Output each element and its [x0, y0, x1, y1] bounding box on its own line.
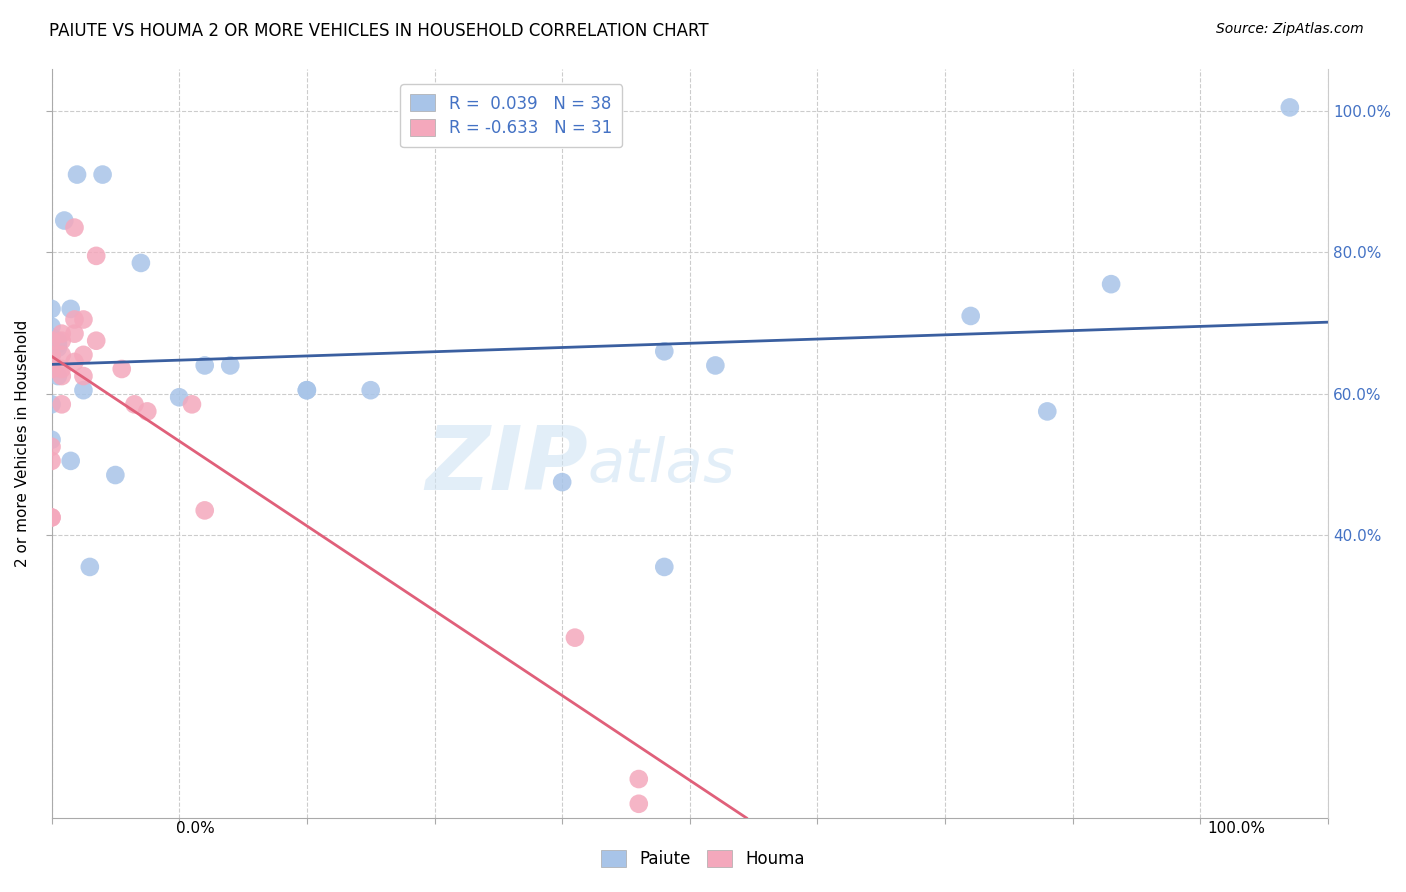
Legend: R =  0.039   N = 38, R = -0.633   N = 31: R = 0.039 N = 38, R = -0.633 N = 31 — [401, 85, 621, 147]
Point — [63, 326, 86, 341]
Point — [652, 560, 675, 574]
Point — [704, 359, 727, 373]
Point — [46, 369, 69, 384]
Point — [129, 256, 152, 270]
Point — [959, 309, 981, 323]
Point — [84, 334, 107, 348]
Point — [41, 341, 63, 355]
Point — [72, 383, 94, 397]
Point — [652, 344, 675, 359]
Point — [219, 359, 242, 373]
Text: atlas: atlas — [588, 436, 735, 495]
Point — [104, 468, 127, 483]
Point — [41, 362, 63, 376]
Point — [1278, 100, 1301, 114]
Y-axis label: 2 or more Vehicles in Household: 2 or more Vehicles in Household — [15, 319, 30, 566]
Point — [41, 355, 63, 369]
Point — [79, 560, 101, 574]
Point — [59, 301, 82, 316]
Point — [1099, 277, 1122, 292]
Text: 0.0%: 0.0% — [176, 821, 215, 836]
Point — [41, 348, 63, 362]
Point — [41, 440, 63, 454]
Point — [41, 334, 63, 348]
Point — [51, 348, 73, 362]
Point — [53, 213, 76, 227]
Point — [66, 168, 89, 182]
Point — [41, 348, 63, 362]
Point — [72, 348, 94, 362]
Point — [59, 454, 82, 468]
Point — [63, 312, 86, 326]
Point — [136, 404, 159, 418]
Point — [51, 334, 73, 348]
Point — [51, 397, 73, 411]
Point — [41, 397, 63, 411]
Text: Source: ZipAtlas.com: Source: ZipAtlas.com — [1216, 22, 1364, 37]
Point — [167, 390, 190, 404]
Point — [360, 383, 382, 397]
Text: PAIUTE VS HOUMA 2 OR MORE VEHICLES IN HOUSEHOLD CORRELATION CHART: PAIUTE VS HOUMA 2 OR MORE VEHICLES IN HO… — [49, 22, 709, 40]
Point — [46, 334, 69, 348]
Point — [51, 369, 73, 384]
Point — [41, 334, 63, 348]
Point — [564, 631, 586, 645]
Text: ZIP: ZIP — [425, 422, 588, 509]
Point — [295, 383, 318, 397]
Point — [91, 168, 114, 182]
Point — [41, 355, 63, 369]
Point — [72, 369, 94, 384]
Point — [295, 383, 318, 397]
Text: 100.0%: 100.0% — [1208, 821, 1265, 836]
Point — [72, 312, 94, 326]
Point — [84, 249, 107, 263]
Legend: Paiute, Houma: Paiute, Houma — [595, 843, 811, 875]
Point — [551, 475, 574, 489]
Point — [51, 326, 73, 341]
Point — [41, 319, 63, 334]
Point — [627, 797, 650, 811]
Point — [111, 362, 134, 376]
Point — [41, 510, 63, 524]
Point — [41, 362, 63, 376]
Point — [46, 337, 69, 351]
Point — [124, 397, 146, 411]
Point — [41, 330, 63, 344]
Point — [41, 454, 63, 468]
Point — [63, 220, 86, 235]
Point — [194, 359, 217, 373]
Point — [51, 362, 73, 376]
Point — [194, 503, 217, 517]
Point — [1036, 404, 1059, 418]
Point — [63, 355, 86, 369]
Point — [41, 348, 63, 362]
Point — [41, 510, 63, 524]
Point — [41, 433, 63, 447]
Point — [46, 341, 69, 355]
Point — [627, 772, 650, 786]
Point — [41, 301, 63, 316]
Point — [181, 397, 204, 411]
